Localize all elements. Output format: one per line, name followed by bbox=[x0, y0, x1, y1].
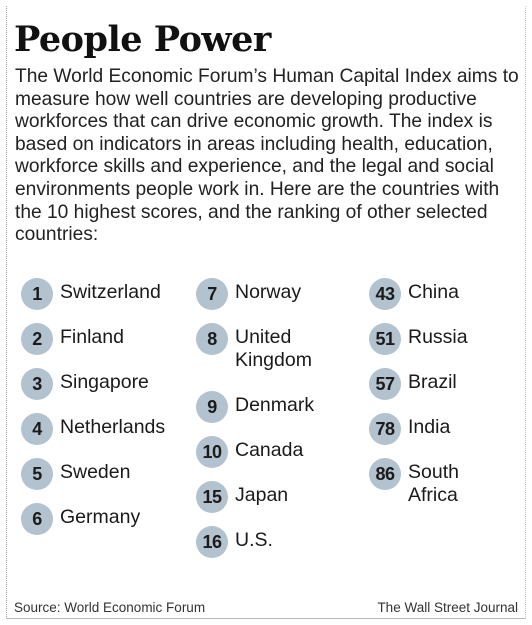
country-name: Canada bbox=[235, 439, 304, 461]
rank-badge: 43 bbox=[369, 278, 401, 310]
ranking-item: 8 United Kingdom bbox=[196, 323, 312, 371]
rank-badge: 16 bbox=[196, 526, 228, 558]
rank-badge: 7 bbox=[196, 278, 228, 310]
ranking-item: 2 Finland bbox=[21, 323, 124, 355]
rank-badge: 78 bbox=[369, 413, 401, 445]
country-name: United Kingdom bbox=[235, 326, 312, 371]
ranking-item: 51 Russia bbox=[369, 323, 468, 355]
rank-badge: 4 bbox=[21, 413, 53, 445]
country-name: Norway bbox=[235, 281, 302, 303]
ranking-item: 1 Switzerland bbox=[21, 278, 161, 310]
rank-badge: 5 bbox=[21, 458, 53, 490]
rank-badge: 10 bbox=[196, 436, 228, 468]
graphic-frame bbox=[6, 6, 526, 619]
ranking-item: 86 South Africa bbox=[369, 458, 459, 506]
rank-badge: 15 bbox=[196, 481, 228, 513]
rank-badge: 6 bbox=[21, 503, 53, 535]
publisher-credit: The Wall Street Journal bbox=[377, 600, 518, 615]
rank-badge: 1 bbox=[21, 278, 53, 310]
country-name: South Africa bbox=[408, 461, 459, 506]
rank-badge: 51 bbox=[369, 323, 401, 355]
country-name: Germany bbox=[60, 506, 141, 528]
rank-badge: 86 bbox=[369, 458, 401, 490]
ranking-item: 16 U.S. bbox=[196, 526, 273, 558]
rank-badge: 2 bbox=[21, 323, 53, 355]
country-name: Netherlands bbox=[60, 416, 166, 438]
country-name: India bbox=[408, 416, 451, 438]
country-name: Switzerland bbox=[60, 281, 161, 303]
source-note: Source: World Economic Forum bbox=[14, 600, 206, 615]
rank-badge: 3 bbox=[21, 368, 53, 400]
ranking-item: 4 Netherlands bbox=[21, 413, 165, 445]
country-name: Japan bbox=[235, 484, 289, 506]
country-name: Russia bbox=[408, 326, 468, 348]
ranking-item: 3 Singapore bbox=[21, 368, 149, 400]
ranking-item: 78 India bbox=[369, 413, 450, 445]
rank-badge: 9 bbox=[196, 391, 228, 423]
rank-badge: 57 bbox=[369, 368, 401, 400]
ranking-item: 10 Canada bbox=[196, 436, 303, 468]
ranking-item: 7 Norway bbox=[196, 278, 301, 310]
graphic-description: The World Economic Forum’s Human Capital… bbox=[15, 66, 519, 246]
ranking-item: 43 China bbox=[369, 278, 459, 310]
country-name: Denmark bbox=[235, 394, 315, 416]
country-name: U.S. bbox=[235, 529, 273, 551]
country-name: Sweden bbox=[60, 461, 131, 483]
country-name: Finland bbox=[60, 326, 124, 348]
rank-badge: 8 bbox=[196, 323, 228, 355]
graphic-title: People Power bbox=[14, 19, 271, 60]
ranking-item: 5 Sweden bbox=[21, 458, 130, 490]
ranking-item: 57 Brazil bbox=[369, 368, 457, 400]
ranking-item: 6 Germany bbox=[21, 503, 140, 535]
country-name: Singapore bbox=[60, 371, 149, 393]
country-name: China bbox=[408, 281, 459, 303]
ranking-item: 15 Japan bbox=[196, 481, 288, 513]
ranking-item: 9 Denmark bbox=[196, 391, 314, 423]
country-name: Brazil bbox=[408, 371, 457, 393]
